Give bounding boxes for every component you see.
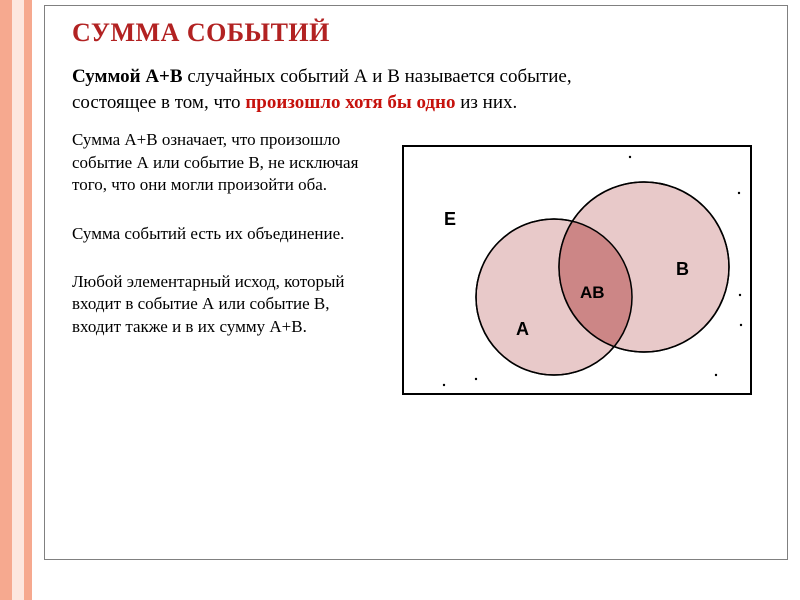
definition-text: Суммой А+В случайных событий А и В назыв… (72, 64, 632, 115)
def-bold: Суммой А+В (72, 66, 183, 87)
sample-point (629, 156, 631, 158)
decorative-stripe (12, 0, 24, 600)
decorative-stripe (24, 0, 32, 600)
para-1: Сумма А+В означает, что произошло событи… (72, 129, 382, 196)
sample-point (475, 378, 477, 380)
page-title: СУММА СОБЫТИЙ (72, 18, 772, 48)
venn-label-b: В (676, 259, 689, 280)
def-emph: произошло хотя бы одно (245, 92, 455, 113)
venn-label-a: А (516, 319, 529, 340)
left-column: Сумма А+В означает, что произошло событи… (72, 129, 382, 364)
sample-point (738, 192, 740, 194)
sample-point (443, 384, 445, 386)
sample-point (715, 374, 717, 376)
sample-point (739, 294, 741, 296)
decorative-stripe (0, 0, 12, 600)
venn-label-ab: АВ (580, 283, 605, 303)
venn-svg (404, 147, 754, 397)
def-suffix: из них. (455, 92, 517, 113)
para-2: Сумма событий есть их объединение. (72, 223, 382, 245)
sample-point (740, 324, 742, 326)
venn-label-e: Е (444, 209, 456, 230)
slide-content: СУММА СОБЫТИЙ Суммой А+В случайных событ… (72, 18, 772, 395)
para-3: Любой элементарный исход, который входит… (72, 271, 382, 338)
venn-diagram: ЕАВАВ (402, 145, 752, 395)
